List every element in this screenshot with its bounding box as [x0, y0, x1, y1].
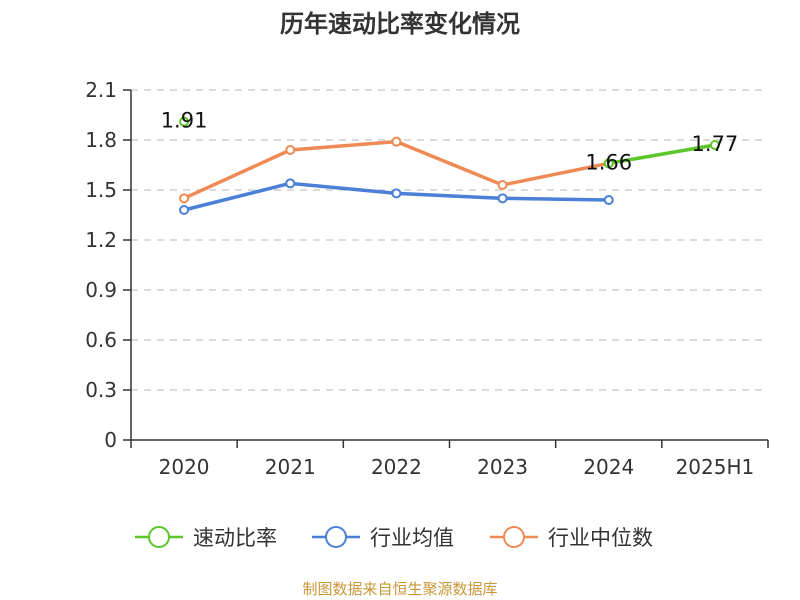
source-note: 制图数据来自恒生聚源数据库 [302, 580, 498, 598]
legend-marker [503, 526, 525, 548]
data-point [285, 178, 296, 189]
data-point [285, 145, 296, 155]
data-point [497, 180, 508, 190]
legend-label: 行业均值 [370, 526, 454, 550]
data-point [391, 188, 402, 199]
x-tick-label: 2023 [477, 455, 528, 479]
data-point [179, 116, 190, 127]
x-tick-label: 2025H1 [676, 455, 755, 479]
data-point [497, 193, 508, 204]
data-label: 1.91 [161, 109, 208, 133]
x-tick-label: 2024 [583, 455, 634, 479]
series-line [607, 143, 717, 166]
data-point [179, 205, 190, 215]
y-tick-label: 1.2 [85, 228, 117, 252]
x-tick-label: 2022 [371, 455, 422, 479]
data-label: 1.66 [585, 150, 632, 174]
x-tick-label: 2020 [159, 455, 210, 479]
data-point [603, 158, 614, 169]
y-tick-label: 2.1 [85, 78, 117, 102]
x-tick-label: 2021 [265, 455, 316, 479]
legend-label: 行业中位数 [548, 526, 653, 550]
y-tick-label: 0.6 [85, 328, 117, 352]
data-point [179, 193, 190, 204]
data-point [391, 136, 402, 147]
legend-marker [325, 526, 347, 548]
data-label: 1.77 [692, 132, 739, 156]
data-point [709, 140, 720, 150]
legend-label: 速动比率 [193, 526, 277, 550]
y-tick-label: 0 [104, 428, 117, 452]
chart-title: 历年速动比率变化情况 [280, 10, 520, 38]
y-tick-label: 0.9 [85, 278, 117, 302]
y-tick-label: 1.5 [85, 178, 117, 202]
y-tick-label: 0.3 [85, 378, 117, 402]
y-tick-label: 1.8 [85, 128, 117, 152]
legend-marker [148, 526, 170, 548]
data-point [603, 195, 614, 205]
